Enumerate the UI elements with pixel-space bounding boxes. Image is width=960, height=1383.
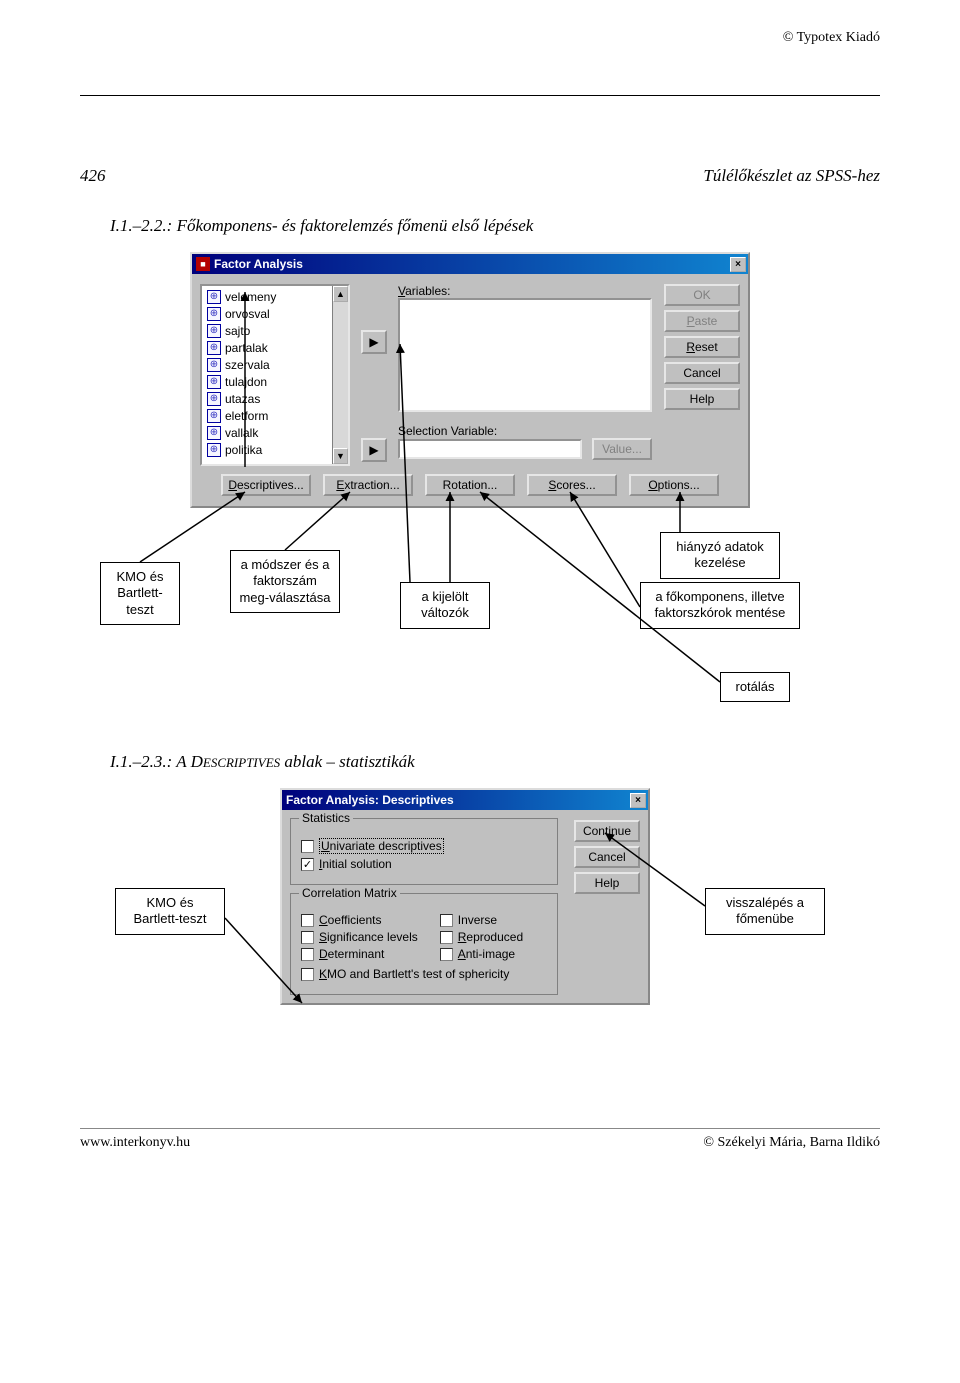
dialog-title: Factor Analysis: Descriptives	[286, 793, 454, 807]
annot-method: a módszer és a faktorszám meg-választása	[230, 550, 340, 613]
cancel-button[interactable]: Cancel	[664, 362, 740, 384]
dialog-title: Factor Analysis	[214, 257, 303, 271]
help-button[interactable]: Help	[664, 388, 740, 410]
list-item[interactable]: ⊕partalak	[204, 339, 330, 356]
variable-icon: ⊕	[207, 426, 221, 440]
variable-icon: ⊕	[207, 375, 221, 389]
variable-icon: ⊕	[207, 341, 221, 355]
chk-reproduced[interactable]: Reproduced	[440, 930, 523, 944]
variable-icon: ⊕	[207, 324, 221, 338]
variable-icon: ⊕	[207, 290, 221, 304]
chk-coefficients[interactable]: Coefficients	[301, 913, 418, 927]
scroll-down-icon[interactable]: ▼	[333, 448, 348, 464]
help-button[interactable]: Help	[574, 872, 640, 894]
publisher-mark: © Typotex Kiadó	[783, 30, 880, 46]
list-item[interactable]: ⊕orvosval	[204, 305, 330, 322]
dialog-titlebar: Factor Analysis: Descriptives ×	[282, 790, 648, 810]
label-selection-variable: Selection Variable:	[398, 424, 652, 438]
footer-left: www.interkonyv.hu	[80, 1135, 190, 1151]
annot-missing: hiányzó adatok kezelése	[660, 532, 780, 579]
checkbox-icon	[301, 840, 314, 853]
reset-button[interactable]: Reset	[664, 336, 740, 358]
variables-listbox[interactable]	[398, 298, 652, 412]
list-item[interactable]: ⊕szervala	[204, 356, 330, 373]
chk-anti-image[interactable]: Anti-image	[440, 947, 523, 961]
figure1-caption: I.1.–2.2.: Főkomponens- és faktorelemzés…	[110, 216, 880, 236]
variable-icon: ⊕	[207, 392, 221, 406]
scrollbar[interactable]: ▲ ▼	[332, 286, 348, 464]
page-number: 426	[80, 166, 106, 186]
variable-icon: ⊕	[207, 358, 221, 372]
list-item[interactable]: ⊕utazas	[204, 390, 330, 407]
list-item[interactable]: ⊕eletform	[204, 407, 330, 424]
options-button[interactable]: Options...	[629, 474, 719, 496]
group-label: Statistics	[299, 811, 353, 825]
scroll-up-icon[interactable]: ▲	[333, 286, 348, 302]
annot-kmo-bartlett: KMO és Bartlett-teszt	[100, 562, 180, 625]
list-item[interactable]: ⊕velemeny	[204, 288, 330, 305]
cancel-button[interactable]: Cancel	[574, 846, 640, 868]
paste-button[interactable]: Paste	[664, 310, 740, 332]
source-variable-list[interactable]: ⊕velemeny ⊕orvosval ⊕sajto ⊕partalak ⊕sz…	[200, 284, 350, 466]
spss-icon: ■	[196, 257, 210, 271]
extraction-button[interactable]: Extraction...	[323, 474, 413, 496]
label-variables: Variables:	[398, 284, 652, 298]
close-icon[interactable]: ×	[630, 793, 646, 808]
annot-save-scores: a főkomponens, illetve faktorszkórok men…	[640, 582, 800, 629]
variable-icon: ⊕	[207, 409, 221, 423]
group-corr-matrix: Correlation Matrix Coefficients Signific…	[290, 893, 558, 995]
descriptives-dialog: Factor Analysis: Descriptives × Statisti…	[280, 788, 650, 1005]
list-item[interactable]: ⊕sajto	[204, 322, 330, 339]
annot-rotation: rotálás	[720, 672, 790, 702]
move-to-variables-button[interactable]: ▶	[361, 330, 387, 354]
figure2-caption: I.1.–2.3.: A DESCRIPTIVES ablak – statis…	[110, 752, 880, 772]
chk-inverse[interactable]: Inverse	[440, 913, 523, 927]
chk-significance[interactable]: Significance levels	[301, 930, 418, 944]
footer-right: © Székelyi Mária, Barna Ildikó	[703, 1135, 880, 1151]
checkbox-icon: ✓	[301, 858, 314, 871]
scores-button[interactable]: Scores...	[527, 474, 617, 496]
selection-variable-field[interactable]	[398, 439, 582, 459]
list-item[interactable]: ⊕tulajdon	[204, 373, 330, 390]
list-item[interactable]: ⊕vallalk	[204, 424, 330, 441]
factor-analysis-dialog: ■ Factor Analysis × ⊕velemeny ⊕orvosval …	[190, 252, 750, 508]
chapter-title: Túlélőkészlet az SPSS-hez	[703, 166, 880, 186]
list-item[interactable]: ⊕politika	[204, 441, 330, 458]
group-statistics: Statistics Univariate descriptives ✓ Ini…	[290, 818, 558, 885]
top-rule	[80, 95, 880, 96]
rotation-button[interactable]: Rotation...	[425, 474, 515, 496]
variable-icon: ⊕	[207, 443, 221, 457]
annot-kmo-bartlett-2: KMO és Bartlett-teszt	[115, 888, 225, 935]
chk-initial-solution[interactable]: ✓ Initial solution	[301, 857, 547, 871]
dialog-titlebar: ■ Factor Analysis ×	[192, 254, 748, 274]
annot-selected-vars: a kijelölt változók	[400, 582, 490, 629]
chk-kmo-bartlett[interactable]: KMO and Bartlett's test of sphericity	[301, 967, 547, 981]
continue-button[interactable]: Continue	[574, 820, 640, 842]
chk-univariate[interactable]: Univariate descriptives	[301, 838, 547, 854]
group-label: Correlation Matrix	[299, 886, 400, 900]
variable-icon: ⊕	[207, 307, 221, 321]
move-to-selection-button[interactable]: ▶	[361, 438, 387, 462]
ok-button[interactable]: OK	[664, 284, 740, 306]
value-button[interactable]: Value...	[592, 438, 652, 460]
close-icon[interactable]: ×	[730, 257, 746, 272]
chk-determinant[interactable]: Determinant	[301, 947, 418, 961]
descriptives-button[interactable]: Descriptives...	[221, 474, 311, 496]
annot-back-to-main: visszalépés a főmenübe	[705, 888, 825, 935]
